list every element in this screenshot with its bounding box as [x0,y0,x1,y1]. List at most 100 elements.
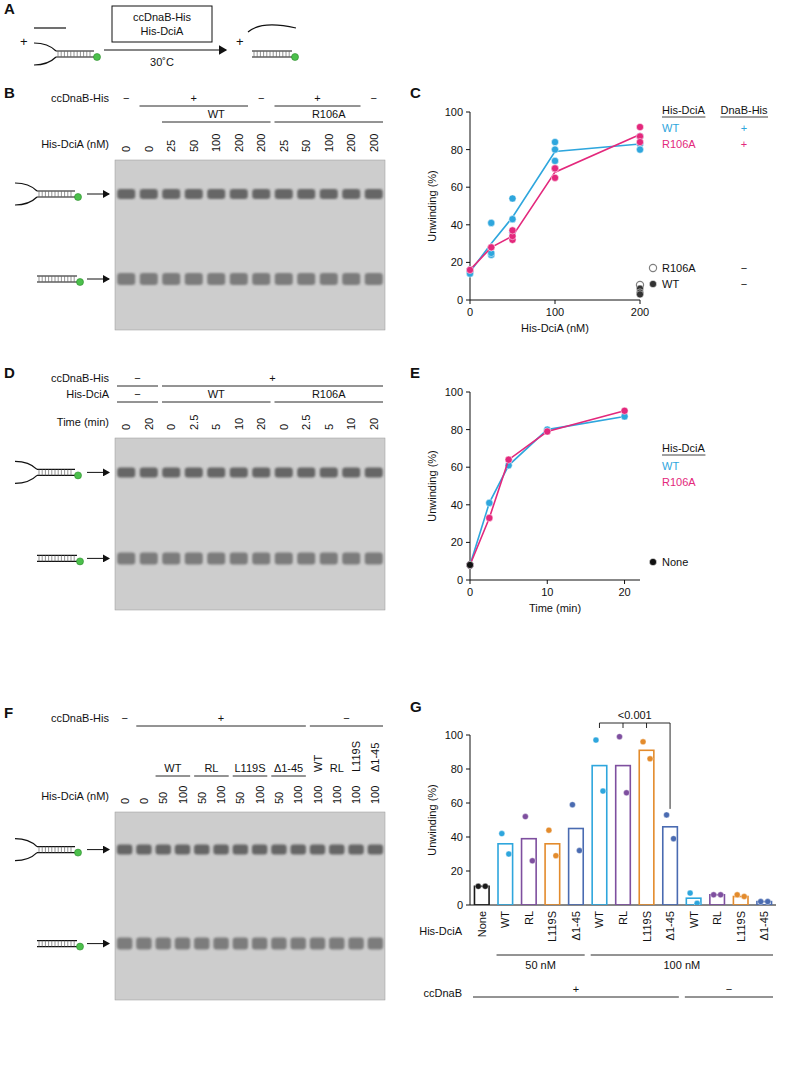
fork-arm [15,853,37,861]
replicate-point [765,899,771,905]
y-tick [466,580,470,581]
strand [37,475,75,476]
gel-band [175,938,190,950]
gel-band [365,273,383,285]
gel-band [271,938,286,950]
span-rule [117,386,158,387]
lane-label: 200 [345,134,357,152]
lane-label: 200 [368,134,380,152]
gel-band [233,938,248,950]
legend-marker [649,280,656,287]
y-tick-label: 0 [457,574,463,586]
gel-band [348,845,363,855]
base-pair [45,941,46,947]
fluorophore [75,472,82,479]
gel-band [117,467,135,477]
fluorophore [75,849,82,856]
y-tick-label: 40 [451,499,463,511]
y-tick [466,803,470,804]
y-tick-label: 60 [451,797,463,809]
base-pair [67,555,68,561]
gel [115,438,385,610]
gel-band [213,938,228,950]
replicate-point [569,802,575,808]
legend-label: WT [662,460,679,472]
replicate-point [741,894,747,900]
base-pair [42,469,43,475]
replicate-point [546,827,552,833]
base-pair [45,555,46,561]
gel-band [117,552,135,564]
legend-marker [649,558,656,565]
legend-marker [649,264,656,271]
base-pair [71,941,72,947]
enzyme: His-DciA [141,25,184,37]
span-label: − [123,92,129,104]
x-tick-label: RL [617,911,629,925]
y-axis [470,735,471,905]
base-pair [55,555,56,561]
base-pair [61,276,62,282]
bar [663,827,678,905]
y-tick-label: 100 [445,729,463,741]
gel-band [329,845,344,855]
y-tick-label: 40 [451,831,463,843]
legend-label: − [741,278,747,290]
gel-band [140,273,158,285]
y-tick-label: 100 [445,106,463,118]
base-pair [276,51,277,57]
reaction-arrow [104,49,226,50]
base-pair [39,941,40,947]
span-label: WT [208,108,225,120]
y-tick-label: 20 [451,865,463,877]
base-pair [45,276,46,282]
data-point [466,561,473,568]
y-tick [466,149,470,150]
replicate-point [718,892,724,898]
panel-letter: F [4,704,13,721]
replicate-point [734,892,740,898]
base-pair [58,847,59,853]
base-pair [273,51,274,57]
gel-band [162,552,180,564]
row-label: ccDnaB-His [51,92,110,104]
base-pair [74,276,75,282]
replicate-point [593,737,599,743]
legend-header-rule [720,117,768,118]
y-tick-label: 0 [457,294,463,306]
strand [37,846,75,847]
base-pair [286,51,287,57]
y-tick [466,187,470,188]
legend-label: WT [662,278,679,290]
legend-label: R106A [662,138,696,150]
series-line [470,135,640,270]
base-pair [48,276,49,282]
lane-label: 25 [165,140,177,152]
data-point [466,266,473,273]
plus: + [236,34,244,49]
base-pair [70,51,71,57]
x-tick-label: Δ1-45 [570,911,582,940]
gel-band [275,189,293,199]
base-pair [55,847,56,853]
replicate-point [482,883,488,889]
x-tick-label: L119S [546,911,558,942]
base-pair [48,847,49,853]
bar [522,839,537,905]
gel-band [271,845,286,855]
base-pair [74,941,75,947]
fork-arm [34,43,56,51]
base-pair [45,191,46,197]
fork-arm [15,475,37,483]
gel-band [136,845,151,855]
gel-band [207,467,225,477]
span-label: RL [330,762,344,774]
lane-label: 100 [369,786,381,804]
enzyme: ccDnaB-His [133,11,192,23]
span-rule [162,402,271,403]
strand [56,50,94,51]
significance-bracket [623,723,624,728]
lane-label: 100 [210,134,222,152]
x-tick-label: 100 [546,306,564,318]
x-tick [547,580,548,584]
